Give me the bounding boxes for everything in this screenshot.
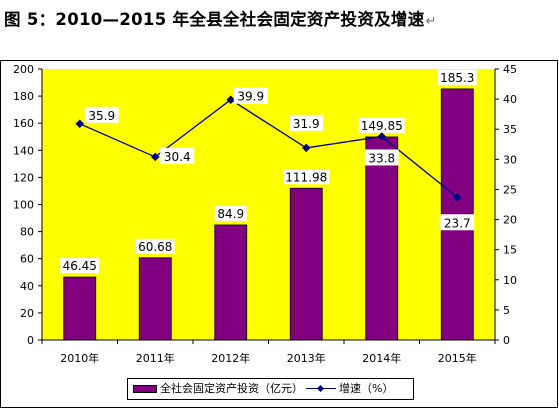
x-axis-tick-label: 2010年 bbox=[60, 351, 99, 365]
bar-data-label-box bbox=[60, 258, 100, 274]
line-data-label: 23.7 bbox=[444, 216, 471, 230]
bar-data-label: 185.3 bbox=[440, 71, 474, 85]
bar bbox=[63, 276, 97, 341]
line-data-label: 39.9 bbox=[237, 90, 264, 104]
line-point bbox=[226, 95, 235, 104]
left-axis-tick-label: 20 bbox=[20, 307, 34, 320]
right-axis-tick-label: 20 bbox=[503, 214, 517, 227]
bar-data-label-box bbox=[283, 169, 330, 185]
legend-item-investment: 全社会固定资产投资（亿元） bbox=[133, 382, 303, 396]
bar-data-label-box bbox=[358, 117, 405, 133]
line-data-label-box bbox=[160, 147, 195, 164]
left-axis-tick-label: 0 bbox=[27, 334, 34, 347]
line-point bbox=[75, 119, 84, 129]
legend-label-investment: 全社会固定资产投资（亿元） bbox=[160, 382, 303, 395]
bar-data-label: 84.9 bbox=[217, 207, 244, 221]
bar-data-label-box bbox=[135, 238, 175, 254]
bar-data-label-box bbox=[214, 205, 247, 221]
bar bbox=[289, 187, 323, 341]
bar bbox=[214, 224, 248, 341]
legend-item-growth: 增速（%） bbox=[306, 382, 393, 396]
right-axis-tick-label: 5 bbox=[503, 304, 510, 317]
right-axis-tick-label: 25 bbox=[503, 183, 517, 196]
bar-data-label: 111.98 bbox=[285, 170, 327, 184]
left-axis-tick-label: 180 bbox=[13, 90, 34, 103]
line-data-label-box bbox=[84, 106, 119, 123]
legend-line-swatch bbox=[306, 384, 336, 394]
x-axis-tick-label: 2014年 bbox=[362, 351, 401, 365]
right-axis-tick-label: 30 bbox=[503, 153, 517, 166]
bar-data-label: 60.68 bbox=[138, 240, 172, 254]
bar-data-label-box bbox=[437, 69, 477, 85]
line-point bbox=[453, 193, 462, 202]
x-axis-tick-label: 2011年 bbox=[136, 351, 175, 365]
right-axis-tick-label: 0 bbox=[503, 334, 510, 347]
chart-title-text: 图 5：2010—2015 年全县全社会固定资产投资及增速 bbox=[4, 10, 425, 29]
line-data-label: 33.8 bbox=[368, 151, 395, 165]
bar bbox=[138, 257, 172, 341]
growth-line bbox=[79, 98, 458, 198]
left-axis-tick-label: 120 bbox=[13, 171, 34, 184]
left-axis-tick-label: 40 bbox=[20, 280, 34, 293]
line-data-label-box bbox=[440, 214, 475, 231]
x-axis-tick-label: 2013年 bbox=[287, 351, 326, 365]
right-axis-tick-label: 40 bbox=[503, 93, 517, 106]
line-data-label-box bbox=[233, 87, 268, 104]
line-data-label-box bbox=[289, 114, 324, 131]
line-data-label: 35.9 bbox=[88, 109, 115, 123]
right-axis-tick-label: 35 bbox=[503, 123, 517, 136]
x-axis-tick-label: 2012年 bbox=[211, 351, 250, 365]
line-data-label: 31.9 bbox=[293, 117, 320, 131]
right-axis-tick-label: 10 bbox=[503, 274, 517, 287]
x-axis-tick-label: 2015年 bbox=[438, 351, 477, 365]
legend: 全社会固定资产投资（亿元） 增速（%） bbox=[127, 378, 414, 400]
line-point bbox=[151, 152, 160, 162]
right-axis-tick-label: 45 bbox=[503, 63, 517, 76]
bar-data-label: 149.85 bbox=[361, 119, 403, 133]
line-point bbox=[377, 132, 386, 141]
paragraph-mark: ↵ bbox=[425, 14, 437, 29]
left-axis-tick-label: 200 bbox=[13, 63, 34, 76]
left-axis-tick-label: 80 bbox=[20, 226, 34, 239]
bar bbox=[365, 136, 399, 341]
line-data-label-box bbox=[364, 149, 399, 166]
chart-title: 图 5：2010—2015 年全县全社会固定资产投资及增速↵ bbox=[4, 6, 437, 30]
left-axis-tick-label: 60 bbox=[20, 253, 34, 266]
legend-bar-swatch bbox=[133, 385, 157, 393]
line-point bbox=[302, 143, 311, 153]
left-axis-tick-label: 140 bbox=[13, 144, 34, 157]
right-axis-tick-label: 15 bbox=[503, 244, 517, 257]
bar-data-label: 46.45 bbox=[63, 259, 97, 273]
legend-label-growth: 增速（%） bbox=[339, 382, 394, 395]
left-axis-tick-label: 160 bbox=[13, 117, 34, 130]
line-data-label: 30.4 bbox=[164, 150, 191, 164]
left-axis-tick-label: 100 bbox=[13, 199, 34, 212]
